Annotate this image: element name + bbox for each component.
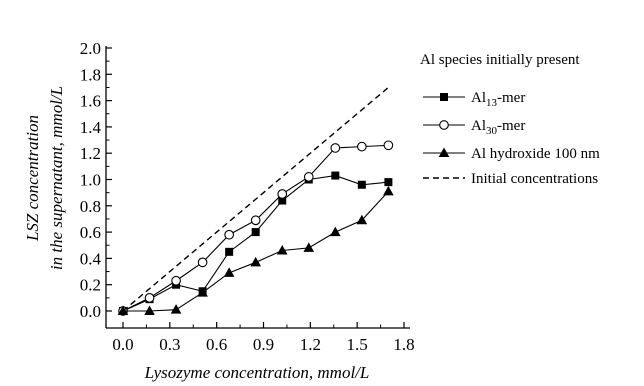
series-0 <box>119 171 393 315</box>
data-point <box>144 305 155 315</box>
y-tick-label: 0.2 <box>80 276 101 295</box>
x-tick-label: 0.0 <box>112 335 133 354</box>
y-tick-label: 2.0 <box>80 39 101 58</box>
data-point <box>225 247 234 256</box>
data-point <box>278 196 287 205</box>
axes: 0.0 0.2 0.4 0.6 0.8 1.0 1.2 1.4 1.6 1.8 2.0 0.0 0.3 0… <box>80 39 415 354</box>
data-point <box>250 215 261 226</box>
data-point <box>170 304 182 314</box>
data-point <box>277 189 288 199</box>
data-point <box>171 275 181 286</box>
y-tick-label: 1.6 <box>80 92 101 111</box>
series-3 <box>122 86 389 312</box>
data-point <box>303 242 315 252</box>
y-tick-label: 0.4 <box>80 249 102 268</box>
legend-marker <box>438 147 450 157</box>
y-tick-label: 0.8 <box>80 197 101 216</box>
y-tick-label: 1.4 <box>80 118 102 137</box>
legend-label: Initial concentrations <box>471 171 598 187</box>
data-point <box>276 245 288 255</box>
data-point <box>357 141 367 152</box>
data-point <box>357 180 366 189</box>
y-tick-label: 1.2 <box>80 144 101 163</box>
legend-marker <box>440 93 448 101</box>
legend-marker <box>439 120 449 130</box>
series-line <box>123 190 389 312</box>
data-point <box>144 293 155 303</box>
x-axis-title: Lysozyme concentration, mmol/L <box>144 363 370 382</box>
data-point <box>197 287 208 297</box>
legend: Al species initially present Al13-mer Al30… <box>420 52 600 187</box>
y-tick-label: 0.0 <box>80 302 101 321</box>
y-tick-label: 1.0 <box>80 171 101 190</box>
x-tick-label: 0.9 <box>253 335 274 354</box>
series-line <box>122 86 389 312</box>
data-point <box>223 267 235 277</box>
series-1 <box>118 140 394 316</box>
data-point <box>250 256 261 267</box>
legend-label: Al30-mer <box>471 118 525 137</box>
y-tick-label: 0.6 <box>80 223 101 242</box>
data-point <box>356 214 368 225</box>
y-tick-label: 1.8 <box>80 65 101 84</box>
data-point <box>330 226 341 237</box>
y-axis-title-line2: in the supernatant, mmol/L <box>47 86 66 270</box>
series-line <box>122 174 389 312</box>
legend-title: Al species initially present <box>420 52 580 68</box>
data-point <box>331 171 340 180</box>
legend-label: Al13-mer <box>471 90 525 109</box>
data-point <box>224 229 235 240</box>
series-layer <box>117 86 394 316</box>
data-point <box>197 257 208 268</box>
data-point <box>251 228 260 237</box>
data-point <box>330 143 341 153</box>
series-2 <box>117 185 394 315</box>
x-tick-label: 1.8 <box>393 335 414 354</box>
data-point <box>384 178 393 187</box>
y-axis-title-line1: LSZ concentration <box>23 115 42 242</box>
data-point <box>383 185 394 196</box>
x-tick-label: 0.3 <box>159 335 180 354</box>
data-point <box>383 140 394 151</box>
legend-label: Al hydroxide 100 nm <box>471 146 600 162</box>
x-tick-label: 1.5 <box>347 335 368 354</box>
x-tick-label: 0.6 <box>206 335 227 354</box>
x-tick-label: 1.2 <box>300 335 321 354</box>
data-point <box>303 172 314 182</box>
